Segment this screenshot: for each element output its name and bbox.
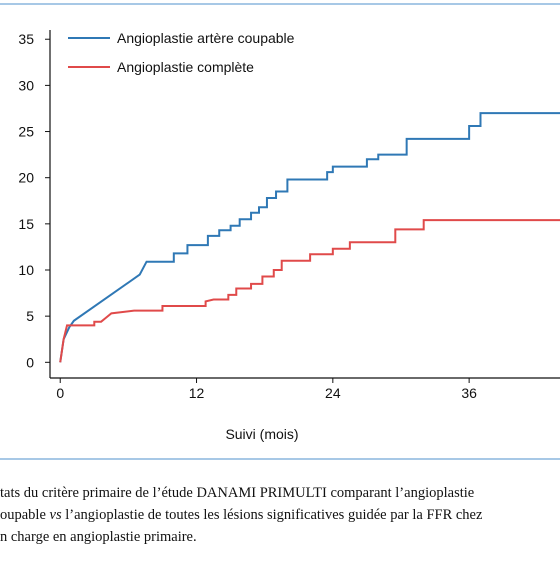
- legend-label: Angioplastie complète: [117, 59, 254, 75]
- caption-text: l’angioplastie de toutes les lésions sig…: [62, 507, 483, 523]
- series-line: [59, 112, 560, 363]
- y-tick-label: 20: [18, 170, 34, 186]
- series-line: [59, 219, 560, 363]
- caption-text: oupable: [0, 507, 50, 523]
- y-tick-label: 0: [26, 354, 34, 370]
- caption-text: n charge en angioplastie primaire.: [0, 529, 197, 545]
- y-tick-label: 5: [26, 308, 34, 324]
- y-tick-label: 25: [18, 124, 34, 140]
- x-tick-label: 0: [56, 385, 64, 401]
- x-axis-title: Suivi (mois): [225, 426, 298, 442]
- caption-line: tats du critère primaire de l’étude DANA…: [0, 485, 474, 501]
- y-tick-label: 15: [18, 216, 34, 232]
- y-tick-label: 35: [18, 31, 34, 47]
- x-tick-label: 36: [461, 385, 477, 401]
- y-tick-label: 30: [18, 77, 34, 93]
- caption-line: oupable vs l’angioplastie de toutes les …: [0, 507, 483, 523]
- legend-label: Angioplastie artère coupable: [117, 30, 295, 46]
- caption-text: tats du critère primaire de l’étude DANA…: [0, 485, 474, 501]
- caption-text: vs: [50, 507, 62, 523]
- y-tick-label: 10: [18, 262, 34, 278]
- x-tick-label: 24: [325, 385, 341, 401]
- caption-line: n charge en angioplastie primaire.: [0, 529, 197, 545]
- x-tick-label: 12: [189, 385, 205, 401]
